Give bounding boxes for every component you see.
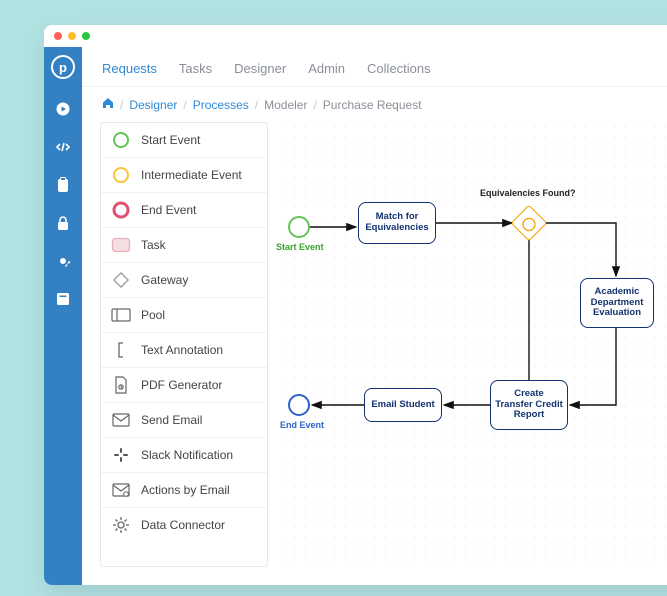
home-icon[interactable] — [102, 97, 114, 112]
palette-item-label: Start Event — [141, 133, 200, 147]
task-report[interactable]: Create Transfer Credit Report — [490, 380, 568, 430]
flow-arrows — [280, 122, 667, 567]
nav-admin[interactable]: Admin — [308, 61, 345, 76]
close-icon[interactable] — [54, 32, 62, 40]
palette-item[interactable]: Actions by Email — [101, 473, 267, 508]
left-rail: p — [44, 47, 82, 585]
palette-item-label: Pool — [141, 308, 165, 322]
palette-item-label: Gateway — [141, 273, 188, 287]
top-nav: Requests Tasks Designer Admin Collection… — [82, 47, 667, 87]
workspace: Start Event Intermediate Event End Event Ta… — [82, 122, 667, 585]
gateway-node[interactable] — [511, 205, 548, 242]
nav-tasks[interactable]: Tasks — [179, 61, 212, 76]
breadcrumb-sep: / — [183, 98, 186, 112]
diamond-icon — [111, 270, 131, 290]
palette-item[interactable]: Start Event — [101, 123, 267, 158]
breadcrumb-sep: / — [313, 98, 316, 112]
palette-item-label: End Event — [141, 203, 196, 217]
play-circle-icon[interactable] — [55, 101, 71, 117]
breadcrumb: / Designer / Processes / Modeler / Purch… — [82, 87, 667, 122]
palette-item-label: Send Email — [141, 413, 202, 427]
palette-item[interactable]: Data Connector — [101, 508, 267, 542]
palette-item[interactable]: Intermediate Event — [101, 158, 267, 193]
start-event-label: Start Event — [276, 242, 324, 252]
palette-item[interactable]: Task — [101, 228, 267, 263]
main-area: Requests Tasks Designer Admin Collection… — [82, 47, 667, 585]
lock-icon[interactable] — [55, 215, 71, 231]
task-email[interactable]: Email Student — [364, 388, 442, 422]
palette-item-label: Text Annotation — [141, 343, 223, 357]
clipboard-icon[interactable] — [55, 177, 71, 193]
code-icon[interactable] — [55, 139, 71, 155]
mail2-icon — [111, 480, 131, 500]
palette-item[interactable]: Slack Notification — [101, 438, 267, 473]
brand-logo[interactable]: p — [51, 55, 75, 79]
bracket-icon — [111, 340, 131, 360]
gateway-label: Equivalencies Found? — [480, 188, 576, 198]
palette-item-label: Intermediate Event — [141, 168, 242, 182]
mail-icon — [111, 410, 131, 430]
crumb-modeler: Modeler — [264, 98, 307, 112]
circle-icon — [111, 200, 131, 220]
slack-icon — [111, 445, 131, 465]
palette-item[interactable]: Gateway — [101, 263, 267, 298]
task-match[interactable]: Match for Equivalencies — [358, 202, 436, 244]
cog-icon — [111, 515, 131, 535]
pdf-icon — [111, 375, 131, 395]
crumb-current: Purchase Request — [323, 98, 422, 112]
palette-item[interactable]: Send Email — [101, 403, 267, 438]
nav-requests[interactable]: Requests — [102, 61, 157, 76]
palette-item[interactable]: Pool — [101, 298, 267, 333]
breadcrumb-sep: / — [255, 98, 258, 112]
task-eval[interactable]: Academic Department Evaluation — [580, 278, 654, 328]
element-palette: Start Event Intermediate Event End Event Ta… — [100, 122, 268, 567]
breadcrumb-sep: / — [120, 98, 123, 112]
end-event-node[interactable] — [288, 394, 310, 416]
palette-item-label: Data Connector — [141, 518, 225, 532]
zoom-icon[interactable] — [82, 32, 90, 40]
window-titlebar — [44, 25, 667, 47]
pool-icon — [111, 305, 131, 325]
crumb-processes[interactable]: Processes — [193, 98, 249, 112]
circle-icon — [111, 130, 131, 150]
palette-item-label: Slack Notification — [141, 448, 233, 462]
palette-item-label: Task — [141, 238, 166, 252]
palette-item-label: PDF Generator — [141, 378, 222, 392]
palette-item[interactable]: End Event — [101, 193, 267, 228]
nav-designer[interactable]: Designer — [234, 61, 286, 76]
app-window: p Requests Tasks Des — [44, 25, 667, 585]
palette-item[interactable]: PDF Generator — [101, 368, 267, 403]
diagram-canvas[interactable]: Start Event Match for Equivalencies Equi… — [280, 122, 667, 567]
roundrect-icon — [111, 235, 131, 255]
crumb-designer[interactable]: Designer — [129, 98, 177, 112]
palette-item[interactable]: Text Annotation — [101, 333, 267, 368]
box-icon[interactable] — [55, 291, 71, 307]
nav-collections[interactable]: Collections — [367, 61, 431, 76]
circle-icon — [111, 165, 131, 185]
palette-item-label: Actions by Email — [141, 483, 230, 497]
start-event-node[interactable] — [288, 216, 310, 238]
gear-icon[interactable] — [55, 253, 71, 269]
minimize-icon[interactable] — [68, 32, 76, 40]
end-event-label: End Event — [280, 420, 324, 430]
